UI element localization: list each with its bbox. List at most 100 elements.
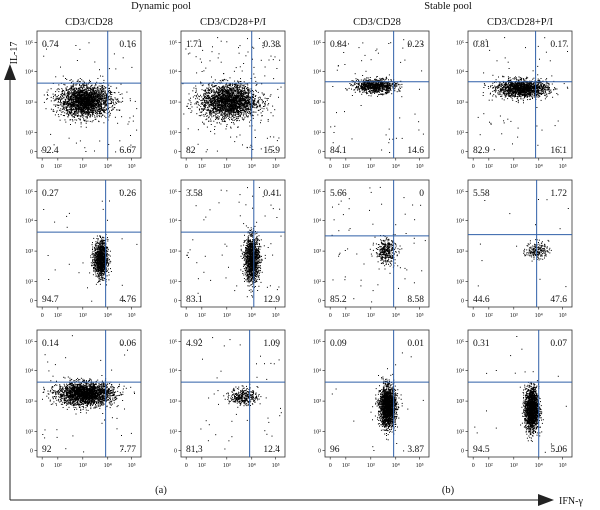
event-dot [216,88,218,90]
event-dot [245,103,247,105]
event-dot [234,115,236,116]
event-dot [61,99,63,101]
event-dot [81,97,82,99]
event-dot [212,90,214,92]
event-dot [235,83,237,85]
event-dot [105,94,107,96]
event-dot [102,85,104,87]
event-dot [86,102,88,104]
event-dot [72,94,74,96]
event-dot [227,111,229,112]
event-dot [224,110,226,112]
event-dot [77,98,79,100]
event-dot [74,106,75,108]
event-dot [66,112,68,114]
event-dot [111,92,113,93]
event-dot [261,99,263,100]
event-dot [78,94,80,96]
event-dot [100,83,102,85]
event-dot [108,92,110,94]
event-dot [80,89,82,91]
event-dot [70,114,72,116]
event-dot [262,101,264,103]
event-dot [218,98,220,99]
event-dot [101,86,103,88]
event-dot [80,123,82,125]
event-dot [89,116,91,118]
event-dot [121,116,123,118]
event-dot [240,110,242,111]
event-dot [75,98,77,100]
event-dot [68,105,70,107]
event-dot [80,97,82,99]
event-dot [239,115,241,117]
event-dot [93,100,94,102]
event-dot [72,88,74,90]
event-dot [101,107,103,109]
event-dot [72,107,74,109]
event-dot [240,112,242,114]
event-dot [213,102,215,104]
event-dot [70,92,72,94]
event-dot [86,86,88,88]
event-dot [69,109,71,111]
event-dot [90,105,92,107]
event-dot [269,136,271,138]
event-dot [230,108,231,109]
event-dot [246,109,248,111]
event-dot [239,116,241,118]
event-dot [226,109,228,111]
event-dot [66,103,68,105]
event-dot [71,106,73,107]
event-dot [228,94,229,96]
event-dot [111,101,113,103]
event-dot [261,107,263,109]
event-dot [71,96,73,98]
event-dot [101,109,103,111]
event-dot [215,116,217,117]
event-dot [99,92,101,94]
event-dot [66,93,68,95]
event-dot [92,98,94,99]
event-dot [90,110,92,111]
event-dot [76,90,78,92]
event-dot [78,102,80,103]
event-dot [195,85,197,87]
event-dot [91,108,93,109]
event-dot [249,125,251,127]
event-dot [78,96,80,98]
event-dot [88,92,90,94]
event-dot [98,88,100,90]
event-dot [74,102,76,104]
event-dot [65,89,67,90]
event-dot [205,112,207,114]
quadrant-lower-left-value: 92.4 [42,146,59,156]
event-dot [89,109,91,111]
event-dot [206,100,208,102]
event-dot [118,91,120,93]
event-dot [86,103,88,105]
event-dot [85,119,87,121]
event-dot [100,93,102,95]
event-dot [68,96,70,98]
event-dot [255,89,257,91]
event-dot [88,112,90,113]
event-dot [96,114,98,116]
event-dot [219,80,221,82]
event-dot [61,108,63,110]
event-dot [100,94,102,96]
event-dot [234,80,236,82]
event-dot [215,103,217,105]
event-dot [218,110,220,112]
event-dot [41,150,43,152]
event-dot [47,94,48,96]
event-dot [66,86,68,88]
event-dot [88,113,90,115]
event-dot [81,96,83,97]
event-dot [82,106,84,108]
event-dot [200,81,201,83]
event-dot [231,87,233,89]
event-dot [212,115,214,117]
event-dot [232,119,234,121]
